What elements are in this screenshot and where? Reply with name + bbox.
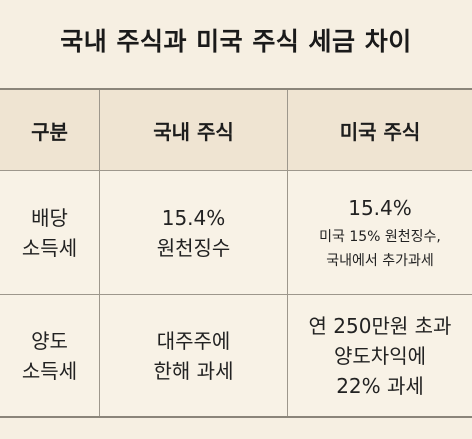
header-domestic-cell: 국내 주식 — [100, 90, 288, 170]
capital-gains-domestic-cell: 대주주에 한해 과세 — [100, 295, 288, 416]
capital-gains-category-line2: 소득세 — [21, 358, 78, 383]
dividend-category-line1: 배당 — [31, 205, 68, 230]
header-us-cell: 미국 주식 — [288, 90, 472, 170]
page-title: 국내 주식과 미국 주식 세금 차이 — [60, 27, 412, 56]
capital-gains-domestic-line1: 대주주에 — [156, 328, 231, 353]
capital-gains-us-line3: 22% 과세 — [336, 373, 424, 398]
dividend-us-rate: 15.4% — [348, 195, 412, 220]
dividend-us-cell: 15.4% 미국 15% 원천징수, 국내에서 추가과세 — [288, 171, 472, 294]
tax-comparison-table: 구분 국내 주식 미국 주식 배당 소득세 15.4% 원천징수 15.4% 미… — [0, 88, 472, 418]
header-us-label: 미국 주식 — [339, 119, 421, 144]
dividend-us-note1: 미국 15% 원천징수, — [319, 228, 441, 245]
capital-gains-category-line1: 양도 — [31, 328, 68, 353]
capital-gains-category-cell: 양도 소득세 — [0, 295, 100, 416]
capital-gains-us-line1: 연 250만원 초과 — [308, 313, 452, 338]
table-header-row: 구분 국내 주식 미국 주식 — [0, 90, 472, 171]
capital-gains-domestic-line2: 한해 과세 — [153, 358, 234, 383]
dividend-us-note2: 국내에서 추가과세 — [326, 252, 434, 269]
header-domestic-label: 국내 주식 — [153, 119, 234, 144]
table-row-capital-gains: 양도 소득세 대주주에 한해 과세 연 250만원 초과 양도차익에 22% 과… — [0, 295, 472, 418]
dividend-domestic-method: 원천징수 — [156, 235, 231, 260]
capital-gains-us-line2: 양도차익에 — [334, 343, 426, 368]
table-row-dividend: 배당 소득세 15.4% 원천징수 15.4% 미국 15% 원천징수, 국내에… — [0, 171, 472, 295]
dividend-domestic-rate: 15.4% — [161, 205, 226, 230]
dividend-category-cell: 배당 소득세 — [0, 171, 100, 294]
dividend-domestic-cell: 15.4% 원천징수 — [100, 171, 288, 294]
header-category-cell: 구분 — [0, 90, 100, 170]
capital-gains-us-cell: 연 250만원 초과 양도차익에 22% 과세 — [288, 295, 472, 416]
header-category-label: 구분 — [31, 119, 68, 144]
dividend-category-line2: 소득세 — [21, 235, 78, 260]
